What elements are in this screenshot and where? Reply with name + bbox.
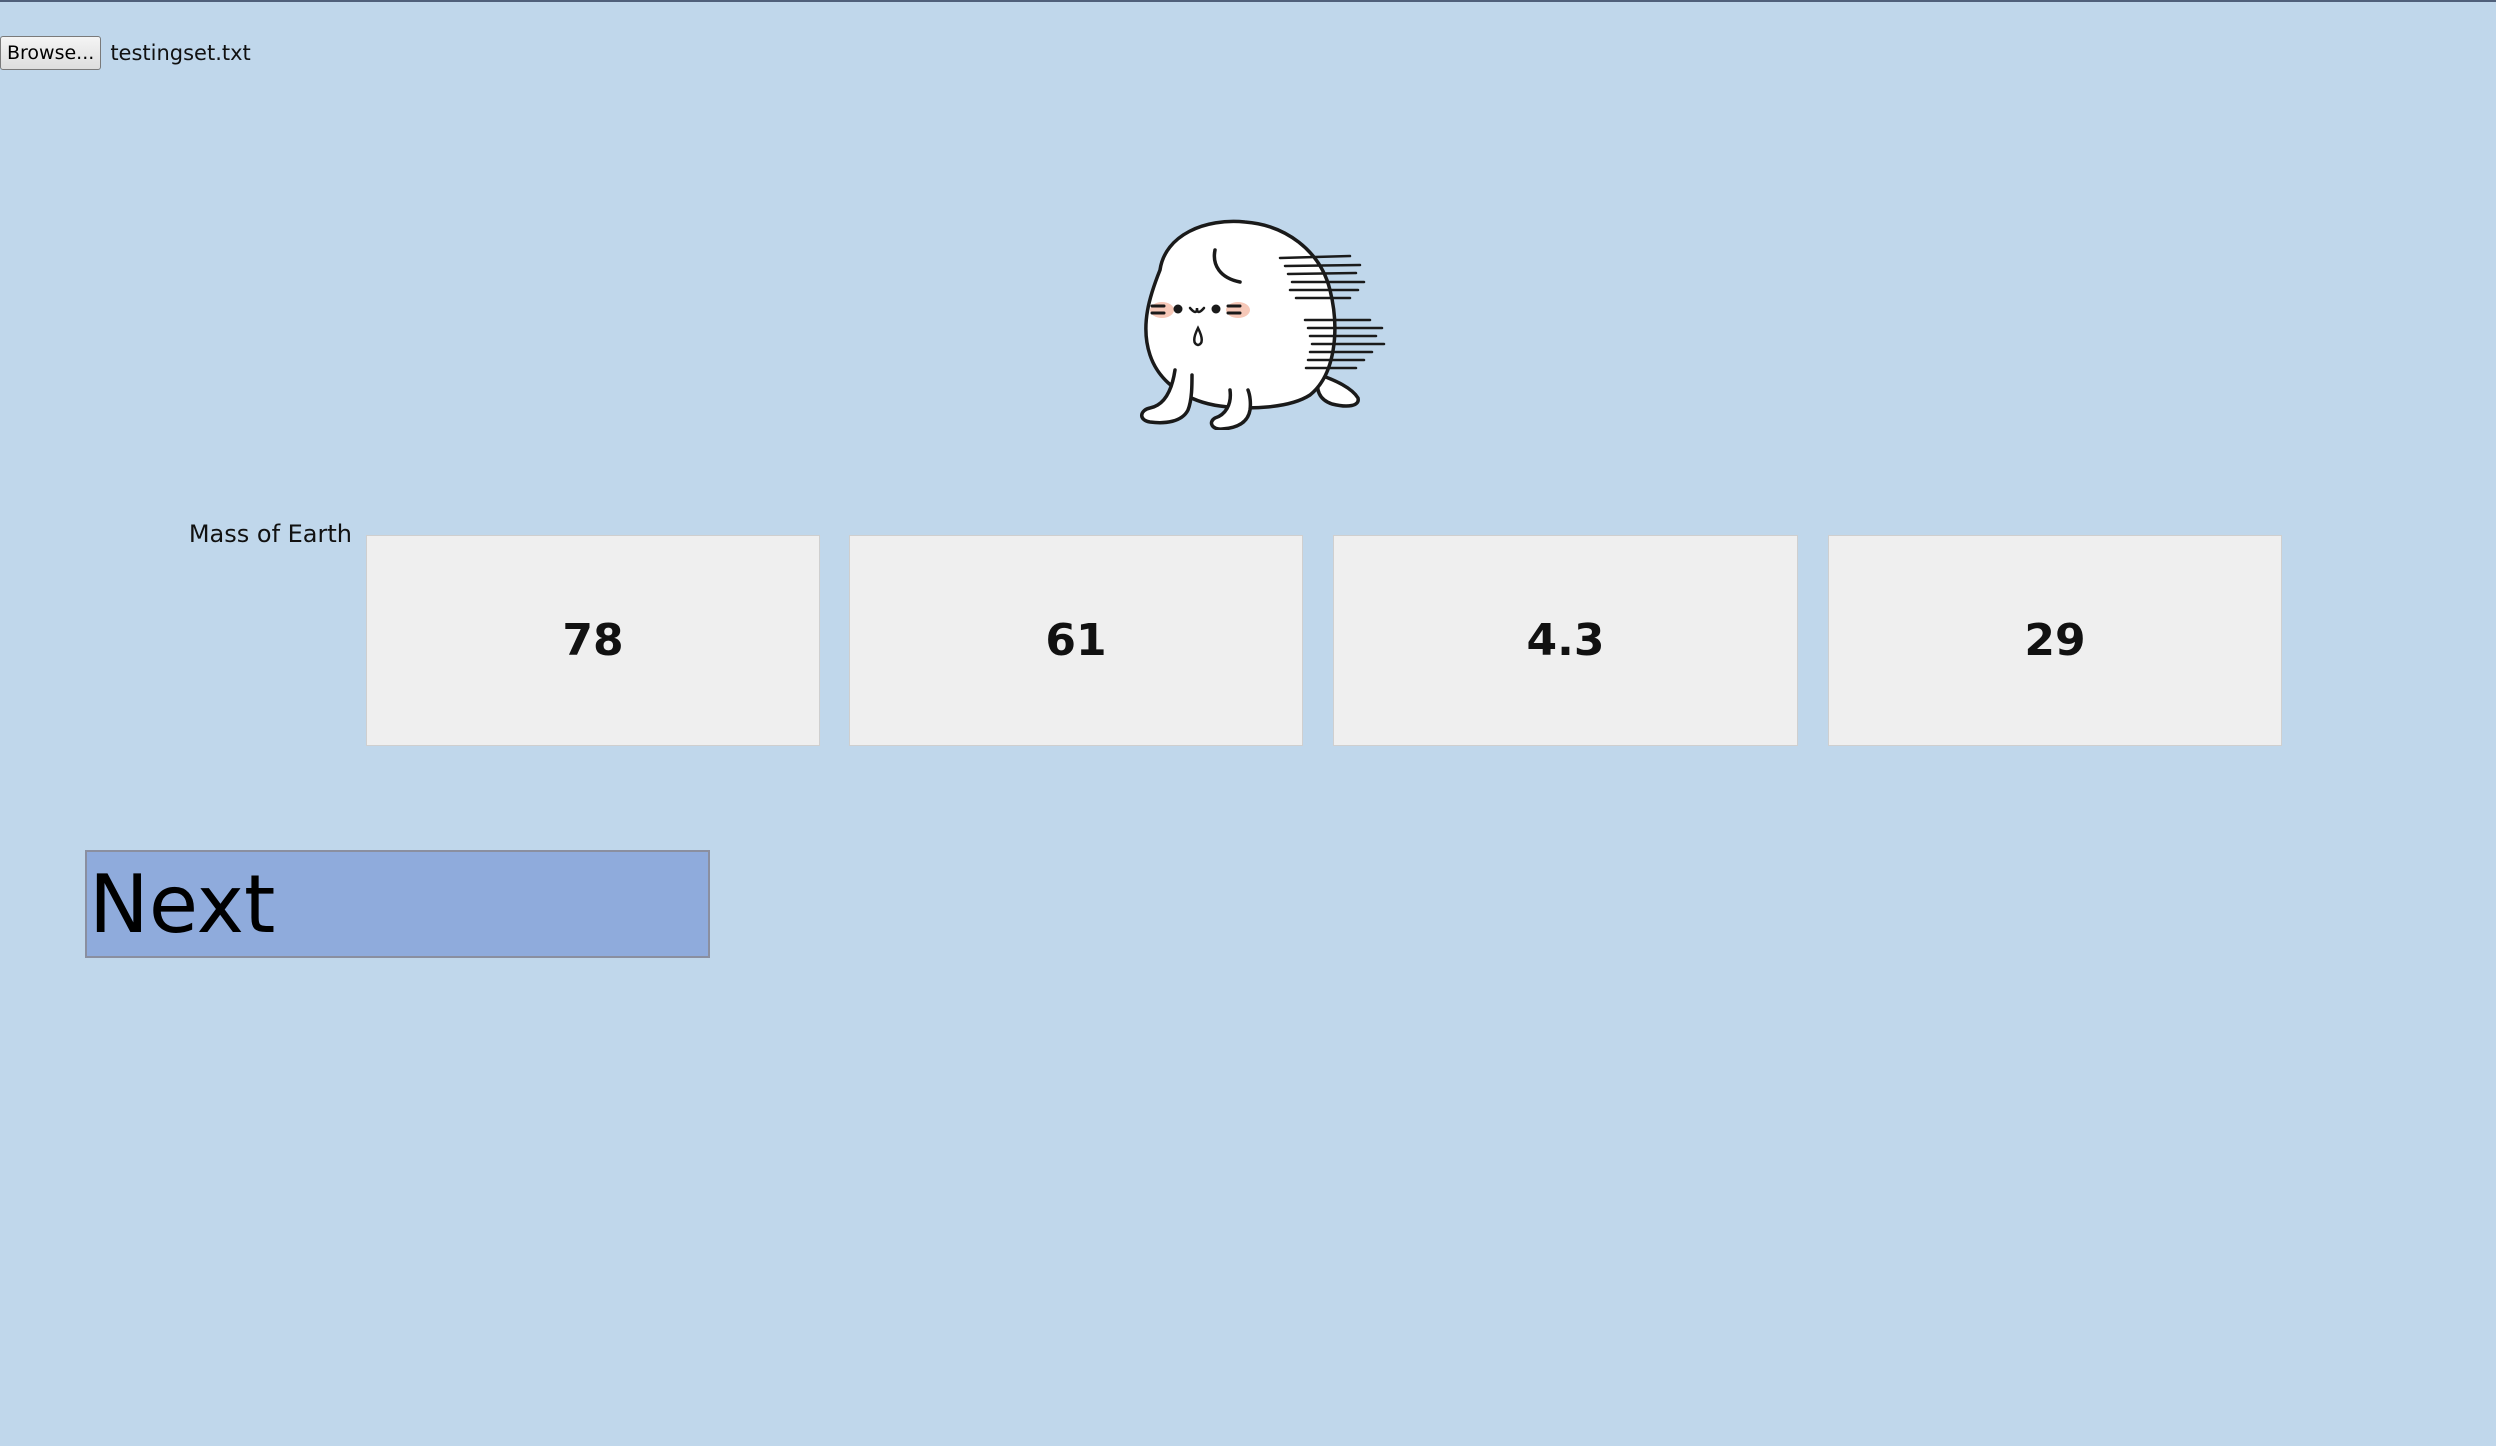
question-label: Mass of Earth — [188, 520, 352, 548]
browse-button[interactable]: Browse... — [0, 36, 102, 70]
top-border — [0, 0, 2496, 2]
answer-option-1[interactable]: 78 — [366, 535, 820, 746]
answer-option-4[interactable]: 29 — [1828, 535, 2282, 746]
next-button[interactable]: Next — [85, 850, 710, 958]
selected-file-name: testingset.txt — [110, 41, 251, 65]
answer-option-2[interactable]: 61 — [849, 535, 1303, 746]
answer-option-3[interactable]: 4.3 — [1333, 535, 1798, 746]
file-input: Browse... testingset.txt — [0, 36, 251, 70]
crying-seal-mascot-icon — [1120, 210, 1420, 431]
